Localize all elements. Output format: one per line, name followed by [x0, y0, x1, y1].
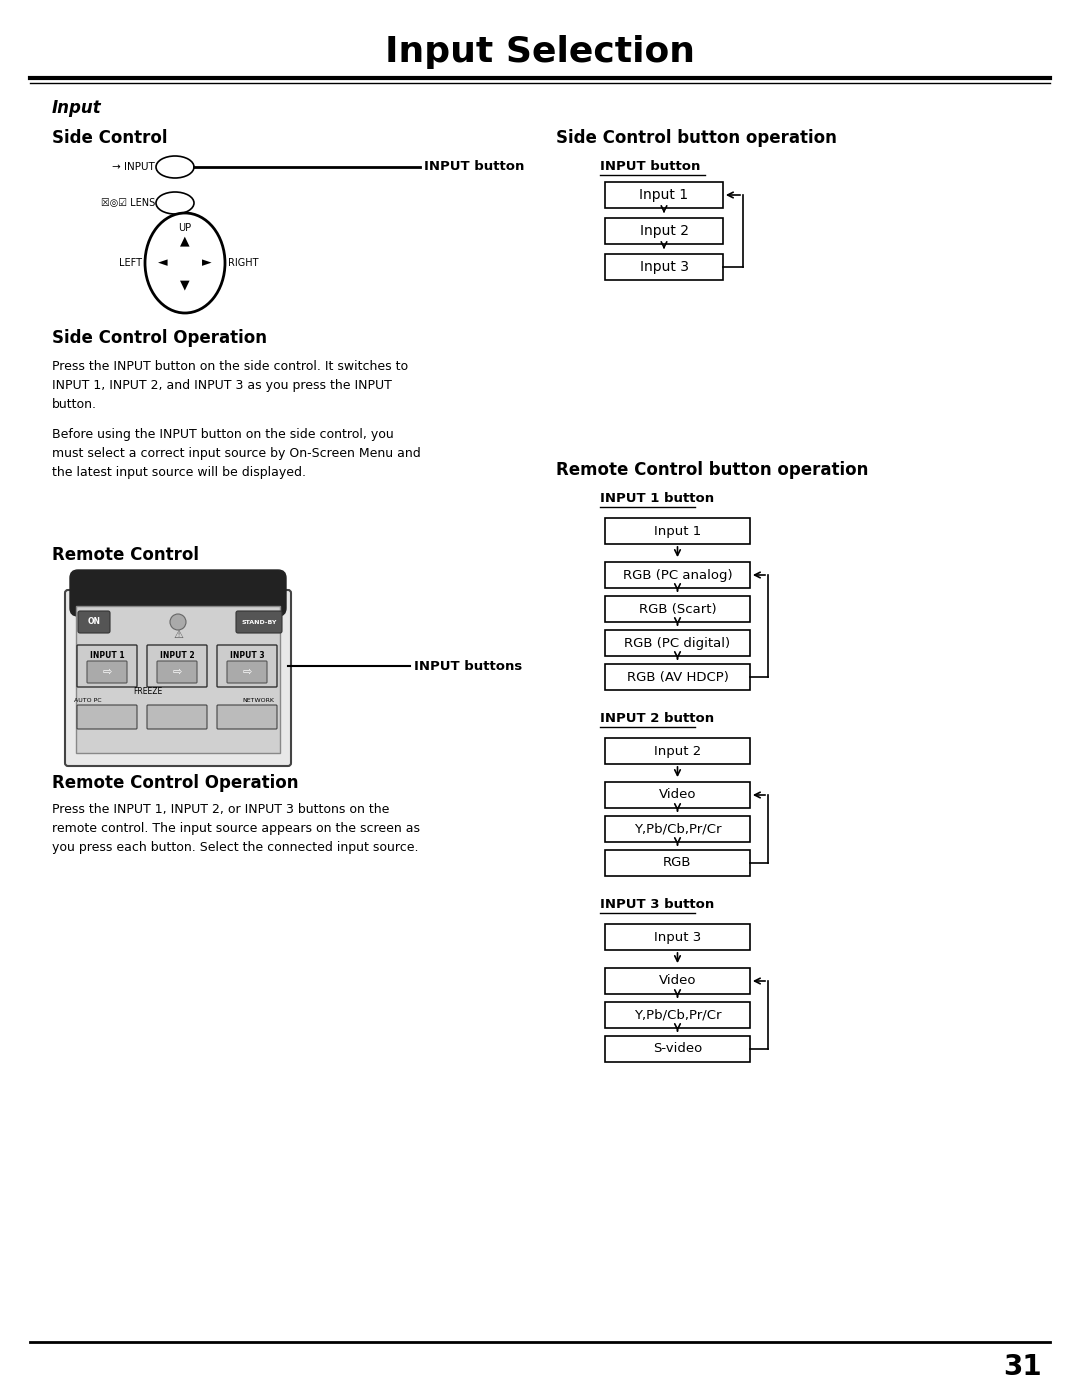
Text: ON: ON — [87, 617, 100, 626]
FancyBboxPatch shape — [605, 782, 750, 807]
Text: Video: Video — [659, 975, 697, 988]
Text: ▼: ▼ — [180, 278, 190, 292]
FancyBboxPatch shape — [605, 597, 750, 622]
Text: Remote Control: Remote Control — [52, 546, 199, 564]
FancyBboxPatch shape — [237, 610, 282, 633]
FancyBboxPatch shape — [605, 562, 750, 588]
FancyBboxPatch shape — [76, 606, 280, 753]
FancyBboxPatch shape — [78, 610, 110, 633]
Ellipse shape — [156, 156, 194, 177]
Text: Input 1: Input 1 — [639, 189, 689, 203]
FancyBboxPatch shape — [605, 254, 723, 279]
Text: ▲: ▲ — [180, 235, 190, 247]
Text: → INPUT: → INPUT — [112, 162, 156, 172]
Text: INPUT button: INPUT button — [600, 159, 700, 172]
FancyBboxPatch shape — [605, 923, 750, 950]
Text: Input 1: Input 1 — [653, 524, 701, 538]
Text: RGB (Scart): RGB (Scart) — [638, 602, 716, 616]
Text: Input 3: Input 3 — [639, 260, 689, 274]
Text: S-video: S-video — [653, 1042, 702, 1056]
FancyBboxPatch shape — [605, 518, 750, 543]
Text: INPUT 1 button: INPUT 1 button — [600, 492, 714, 504]
FancyBboxPatch shape — [605, 816, 750, 842]
Text: ⇨: ⇨ — [242, 666, 252, 678]
Text: INPUT 2 button: INPUT 2 button — [600, 711, 714, 725]
Text: ⚠: ⚠ — [173, 630, 183, 640]
FancyBboxPatch shape — [87, 661, 127, 683]
FancyBboxPatch shape — [147, 645, 207, 687]
Text: Remote Control button operation: Remote Control button operation — [556, 461, 868, 479]
FancyBboxPatch shape — [605, 218, 723, 244]
FancyBboxPatch shape — [147, 705, 207, 729]
FancyBboxPatch shape — [70, 570, 286, 616]
Text: ☒◎☑ LENS: ☒◎☑ LENS — [100, 198, 156, 208]
Text: Input 2: Input 2 — [653, 745, 701, 757]
Text: Side Control button operation: Side Control button operation — [556, 129, 837, 147]
Text: RIGHT: RIGHT — [228, 258, 258, 268]
FancyBboxPatch shape — [605, 968, 750, 995]
Text: Y,Pb/Cb,Pr/Cr: Y,Pb/Cb,Pr/Cr — [634, 1009, 721, 1021]
Text: AUTO PC: AUTO PC — [75, 698, 102, 704]
FancyBboxPatch shape — [605, 182, 723, 208]
Text: Before using the INPUT button on the side control, you
must select a correct inp: Before using the INPUT button on the sid… — [52, 427, 421, 479]
Text: ⇨: ⇨ — [103, 666, 111, 678]
Text: ►: ► — [202, 257, 212, 270]
Text: LEFT: LEFT — [119, 258, 141, 268]
FancyBboxPatch shape — [217, 705, 276, 729]
FancyBboxPatch shape — [217, 645, 276, 687]
Text: ◄: ◄ — [158, 257, 167, 270]
Text: INPUT 3 button: INPUT 3 button — [600, 897, 714, 911]
Text: INPUT 3: INPUT 3 — [230, 651, 265, 661]
Text: ⇨: ⇨ — [173, 666, 181, 678]
Text: INPUT 1: INPUT 1 — [90, 651, 124, 661]
Text: Side Control Operation: Side Control Operation — [52, 330, 267, 346]
Text: UP: UP — [178, 224, 191, 233]
Text: FREEZE: FREEZE — [133, 686, 163, 696]
FancyBboxPatch shape — [605, 630, 750, 657]
Text: Input: Input — [52, 99, 102, 117]
Text: Input 2: Input 2 — [639, 224, 689, 237]
Text: NETWORK: NETWORK — [242, 698, 274, 704]
Text: STAND-BY: STAND-BY — [241, 619, 276, 624]
FancyBboxPatch shape — [157, 661, 197, 683]
Text: RGB: RGB — [663, 856, 692, 869]
FancyBboxPatch shape — [227, 661, 267, 683]
Text: Press the INPUT button on the side control. It switches to
INPUT 1, INPUT 2, and: Press the INPUT button on the side contr… — [52, 360, 408, 411]
Text: RGB (PC digital): RGB (PC digital) — [624, 637, 730, 650]
Circle shape — [170, 615, 186, 630]
Text: INPUT buttons: INPUT buttons — [414, 659, 523, 672]
Text: Input Selection: Input Selection — [384, 35, 696, 68]
Text: RGB (AV HDCP): RGB (AV HDCP) — [626, 671, 728, 683]
Text: Input 3: Input 3 — [653, 930, 701, 943]
Text: Press the INPUT 1, INPUT 2, or INPUT 3 buttons on the
remote control. The input : Press the INPUT 1, INPUT 2, or INPUT 3 b… — [52, 803, 420, 854]
Text: Y,Pb/Cb,Pr/Cr: Y,Pb/Cb,Pr/Cr — [634, 823, 721, 835]
FancyBboxPatch shape — [605, 849, 750, 876]
Text: INPUT button: INPUT button — [424, 161, 525, 173]
Ellipse shape — [156, 191, 194, 214]
Text: 31: 31 — [1003, 1354, 1042, 1382]
FancyBboxPatch shape — [605, 1002, 750, 1028]
FancyBboxPatch shape — [77, 645, 137, 687]
Ellipse shape — [145, 212, 225, 313]
Text: Video: Video — [659, 788, 697, 802]
Text: INPUT 2: INPUT 2 — [160, 651, 194, 661]
Text: RGB (PC analog): RGB (PC analog) — [623, 569, 732, 581]
FancyBboxPatch shape — [605, 1037, 750, 1062]
FancyBboxPatch shape — [65, 590, 291, 766]
FancyBboxPatch shape — [605, 738, 750, 764]
Text: Remote Control Operation: Remote Control Operation — [52, 774, 298, 792]
FancyBboxPatch shape — [605, 664, 750, 690]
Text: Side Control: Side Control — [52, 129, 167, 147]
FancyBboxPatch shape — [77, 705, 137, 729]
